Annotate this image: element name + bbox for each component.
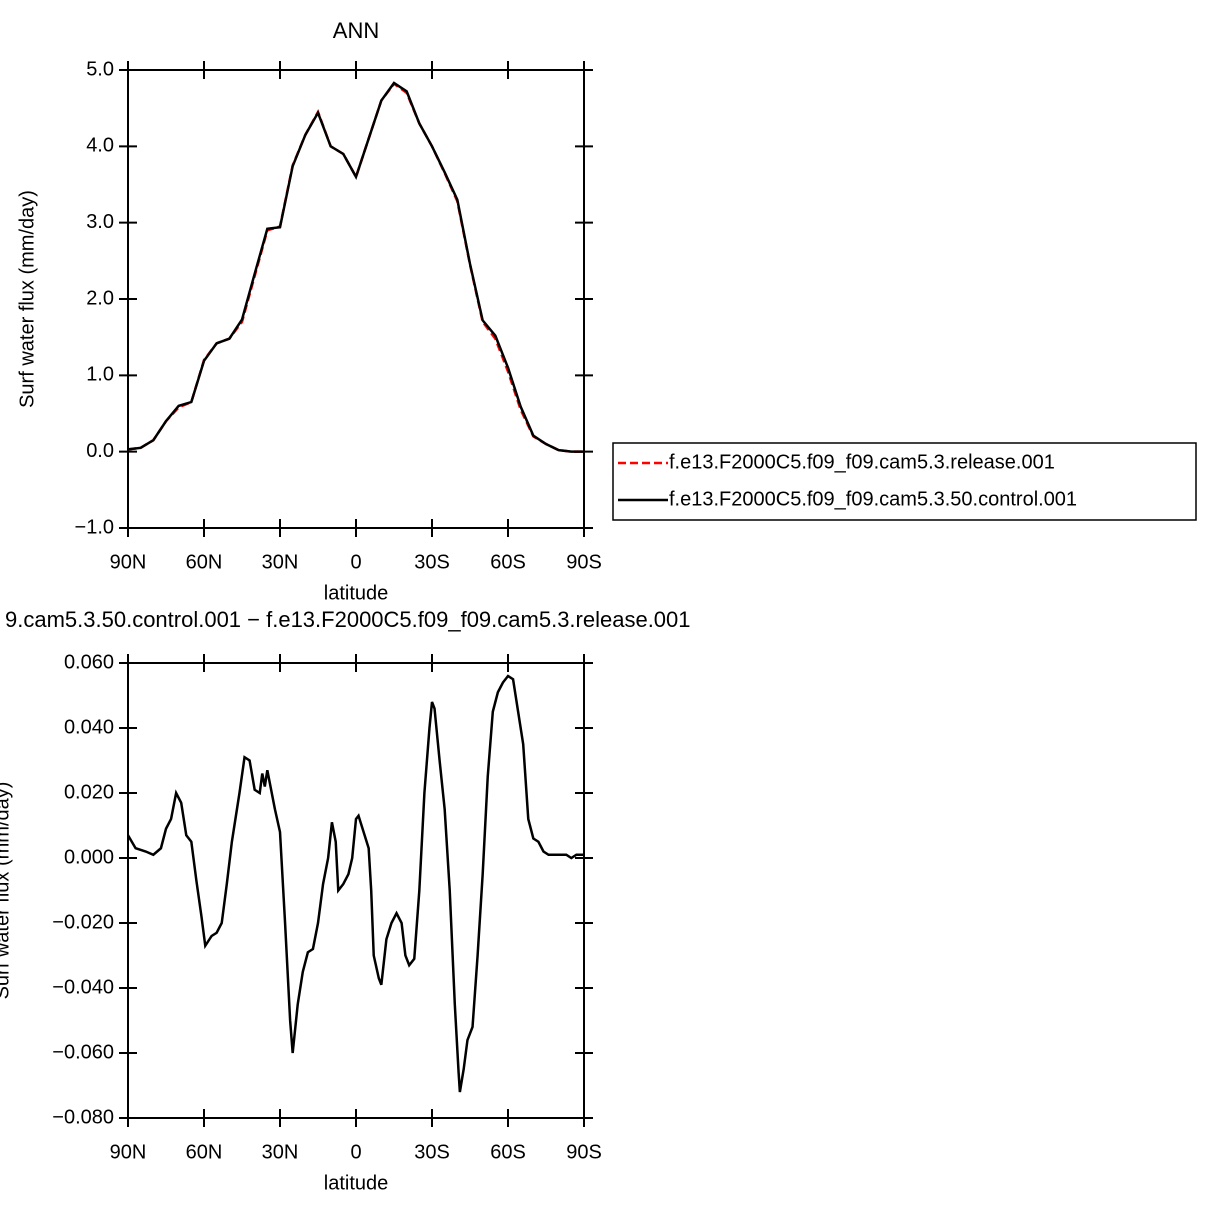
y-tick-label: 0.000 xyxy=(64,846,114,868)
y-tick-label: −0.080 xyxy=(52,1106,114,1128)
x-tick-label: 30N xyxy=(262,1141,299,1163)
y-tick-label: 4.0 xyxy=(86,135,114,157)
y-tick-label: −0.020 xyxy=(52,911,114,933)
plot-frame xyxy=(127,69,585,529)
x-tick-label: 60N xyxy=(186,551,223,573)
y-tick-label: 5.0 xyxy=(86,58,114,80)
data-line xyxy=(127,81,584,453)
y-tick-label: 0.0 xyxy=(86,440,114,462)
x-tick-label: 60N xyxy=(186,1141,223,1163)
x-tick-label: 0 xyxy=(350,551,361,573)
y-tick-label: 2.0 xyxy=(86,287,114,309)
x-tick-label: 0 xyxy=(350,1141,361,1163)
data-line xyxy=(127,82,584,453)
x-tick-label: 90S xyxy=(566,551,602,573)
legend-box xyxy=(612,442,1197,521)
x-tick-label: 60S xyxy=(490,1141,526,1163)
plot-frame xyxy=(127,662,585,1119)
y-tick-label: −0.060 xyxy=(52,1041,114,1063)
chart-title: 9.cam5.3.50.control.001 − f.e13.F2000C5.… xyxy=(5,607,691,632)
y-tick-label: −1.0 xyxy=(75,516,114,538)
x-tick-label: 90S xyxy=(566,1141,602,1163)
y-tick-label: 3.0 xyxy=(86,211,114,233)
y-tick-label: 0.060 xyxy=(64,651,114,673)
x-tick-label: 30N xyxy=(262,551,299,573)
y-tick-label: −0.040 xyxy=(52,976,114,998)
y-tick-label: 0.020 xyxy=(64,781,114,803)
x-tick-label: 90N xyxy=(110,551,147,573)
x-tick-label: 30S xyxy=(414,551,450,573)
y-axis-label: Surf water flux (mm/day) xyxy=(0,782,13,1000)
y-axis-label: Surf water flux (mm/day) xyxy=(16,190,38,408)
y-tick-label: 0.040 xyxy=(64,716,114,738)
x-tick-label: 30S xyxy=(414,1141,450,1163)
x-tick-label: 90N xyxy=(110,1141,147,1163)
legend-label: f.e13.F2000C5.f09_f09.cam5.3.50.control.… xyxy=(669,488,1077,510)
data-line xyxy=(126,674,584,1093)
y-tick-label: 1.0 xyxy=(86,364,114,386)
x-axis-label: latitude xyxy=(324,582,389,604)
legend-label: f.e13.F2000C5.f09_f09.cam5.3.release.001 xyxy=(669,451,1055,473)
chart-title: ANN xyxy=(333,18,379,43)
x-tick-label: 60S xyxy=(490,551,526,573)
x-axis-label: latitude xyxy=(324,1172,389,1194)
